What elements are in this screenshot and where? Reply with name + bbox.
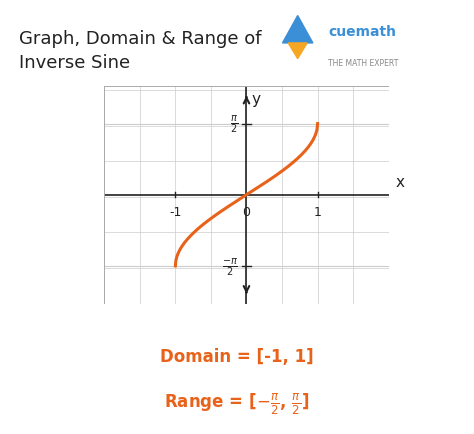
Polygon shape	[288, 44, 307, 59]
Text: Domain = [-1, 1]: Domain = [-1, 1]	[160, 347, 314, 365]
Polygon shape	[283, 16, 313, 44]
Text: Range = [$-\frac{\pi}{2}$, $\frac{\pi}{2}$]: Range = [$-\frac{\pi}{2}$, $\frac{\pi}{2…	[164, 391, 310, 416]
Text: $\frac{-\pi}{2}$: $\frac{-\pi}{2}$	[222, 256, 238, 277]
Text: y: y	[251, 91, 260, 106]
Text: THE MATH EXPERT: THE MATH EXPERT	[328, 59, 398, 68]
Text: x: x	[396, 175, 405, 190]
Text: $\frac{\pi}{2}$: $\frac{\pi}{2}$	[230, 113, 238, 135]
Text: 0: 0	[243, 205, 250, 218]
Text: Graph, Domain & Range of
Inverse Sine: Graph, Domain & Range of Inverse Sine	[19, 30, 262, 72]
Text: cuemath: cuemath	[328, 25, 396, 39]
Text: 1: 1	[314, 205, 321, 218]
Text: -1: -1	[169, 205, 182, 218]
